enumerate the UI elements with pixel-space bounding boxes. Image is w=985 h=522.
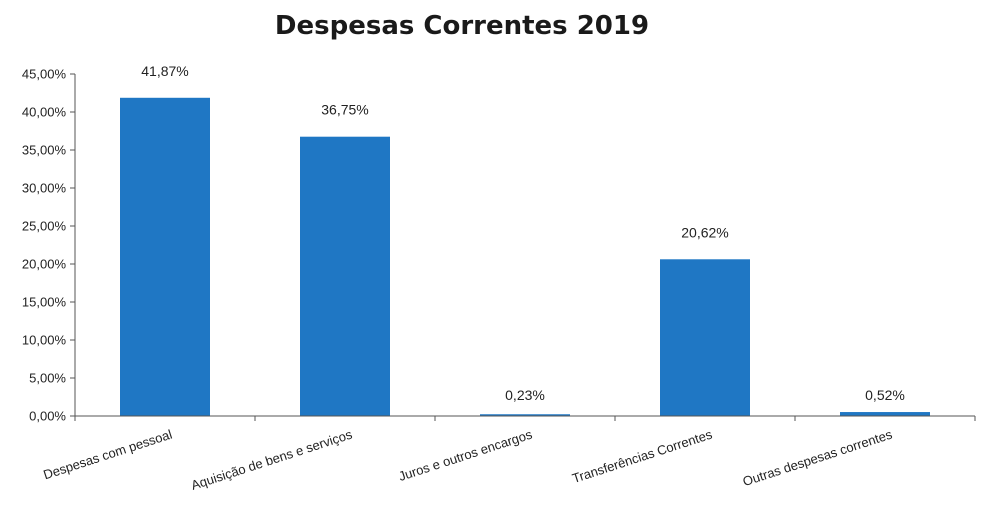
data-label: 20,62% bbox=[681, 224, 728, 240]
data-label: 0,23% bbox=[505, 387, 545, 403]
y-tick-label: 40,00% bbox=[22, 105, 67, 120]
y-tick-label: 5,00% bbox=[29, 371, 66, 386]
category-label: Transferências Correntes bbox=[570, 426, 714, 486]
category-label: Aquisição de bens e serviços bbox=[189, 426, 354, 492]
y-tick-label: 30,00% bbox=[22, 181, 67, 196]
bars: 41,87% 36,75% 0,23% 20,62% 0,52% bbox=[120, 63, 930, 417]
bar bbox=[300, 136, 390, 416]
data-label: 0,52% bbox=[865, 387, 905, 403]
chart-title: Despesas Correntes 2019 bbox=[275, 11, 649, 41]
category-label: Despesas com pessoal bbox=[41, 427, 174, 483]
y-tick-label: 35,00% bbox=[22, 143, 67, 158]
data-label: 41,87% bbox=[141, 63, 188, 79]
y-axis: 0,00% 5,00% 10,00% 15,00% 20,00% 25,00% 30,00%… bbox=[22, 67, 76, 424]
y-tick-label: 10,00% bbox=[22, 333, 67, 348]
bar bbox=[660, 259, 750, 416]
bar bbox=[840, 412, 930, 416]
y-tick-label: 15,00% bbox=[22, 295, 67, 310]
y-tick-label: 25,00% bbox=[22, 219, 67, 234]
y-tick-label: 0,00% bbox=[29, 409, 66, 424]
category-label: Outras despesas correntes bbox=[741, 426, 895, 489]
category-label: Juros e outros encargos bbox=[397, 426, 535, 484]
y-tick-label: 45,00% bbox=[22, 67, 67, 82]
x-axis: Despesas com pessoal Aquisição de bens e … bbox=[41, 415, 976, 493]
y-tick-label: 20,00% bbox=[22, 257, 67, 272]
bar bbox=[120, 97, 210, 417]
data-label: 36,75% bbox=[321, 102, 368, 118]
bar bbox=[480, 414, 570, 416]
